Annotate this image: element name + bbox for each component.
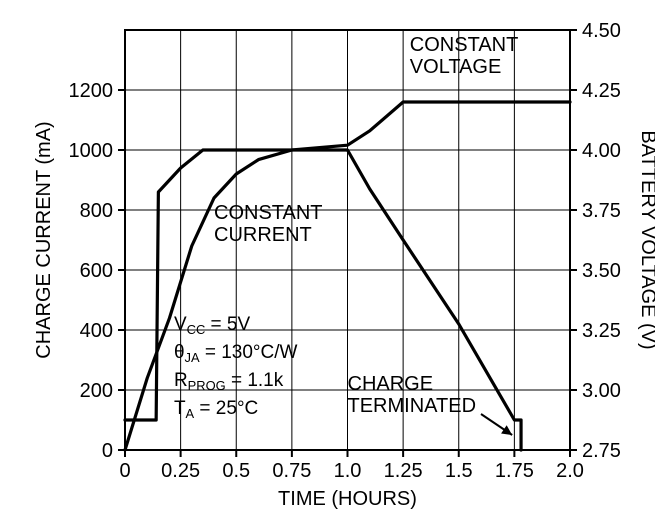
label-constant-voltage: VOLTAGE [410,56,502,78]
y-left-axis-label: CHARGE CURRENT (mA) [33,121,55,358]
x-axis-label: TIME (HOURS) [278,488,417,510]
y-left-tick-label: 600 [80,260,113,282]
y-left-tick-label: 200 [80,380,113,402]
chart-container: 0 0.25 0.5 0.75 1.0 1.25 1.5 1.75 2.0 TIME (HOURS… [0,0,655,531]
y-right-tick-label: 3.25 [582,320,621,342]
x-tick-label: 1.75 [495,460,534,482]
y-right-tick-label: 4.00 [582,140,621,162]
y-right-tick-label: 4.50 [582,20,621,42]
x-tick-label: 1.5 [445,460,473,482]
x-tick-label: 0.25 [161,460,200,482]
y-right-tick-label: 3.00 [582,380,621,402]
chart-svg: 0 0.25 0.5 0.75 1.0 1.25 1.5 1.75 2.0 TIME (HOURS… [0,0,655,531]
y-right-tick-label: 4.25 [582,80,621,102]
y-right-axis-label: BATTERY VOLTAGE (V) [637,130,655,349]
x-tick-label: 0.75 [272,460,311,482]
x-tick-label: 2.0 [556,460,584,482]
label-constant-voltage: CONSTANT [410,34,519,56]
label-charge-terminated: CHARGE [348,373,434,395]
x-tick-label: 0 [119,460,130,482]
x-tick-label: 1.25 [384,460,423,482]
y-right-tick-label: 2.75 [582,440,621,462]
x-tick-label: 0.5 [222,460,250,482]
y-left-tick-label: 0 [102,440,113,462]
y-left-tick-label: 1000 [69,140,114,162]
y-left-tick-label: 400 [80,320,113,342]
label-charge-terminated: TERMINATED [348,395,477,417]
y-left-tick-label: 1200 [69,80,114,102]
condition-line: VCC = 5V [174,314,251,337]
x-tick-label: 1.0 [334,460,362,482]
y-right-tick-label: 3.50 [582,260,621,282]
label-constant-current: CURRENT [214,224,312,246]
y-left-tick-label: 800 [80,200,113,222]
y-right-tick-label: 3.75 [582,200,621,222]
label-constant-current: CONSTANT [214,202,323,224]
